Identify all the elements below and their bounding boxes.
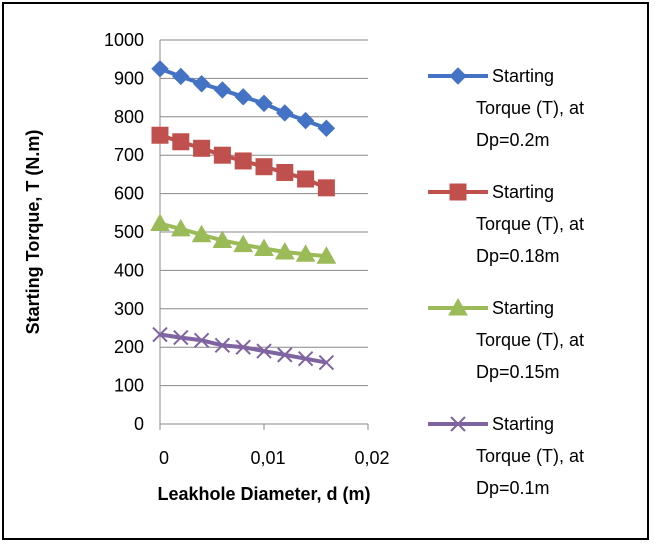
data-point bbox=[234, 88, 252, 106]
x-tick-label: 0,01 bbox=[250, 448, 285, 468]
x-axis-title: Leakhole Diameter, d (m) bbox=[157, 484, 370, 504]
x-marker-stroke bbox=[256, 343, 272, 359]
series-group bbox=[150, 60, 337, 371]
data-point bbox=[150, 213, 170, 232]
legend-label: Starting bbox=[492, 298, 554, 318]
data-point bbox=[233, 234, 254, 253]
legend-entry-3: Starting Torque (T), at Dp=0.15m bbox=[428, 297, 584, 382]
y-tick-label: 900 bbox=[114, 68, 144, 88]
y-tick-label: 700 bbox=[114, 145, 144, 165]
data-point bbox=[193, 139, 211, 157]
data-point bbox=[254, 238, 274, 257]
y-tick-label: 600 bbox=[114, 184, 144, 204]
x-tick-labels: 0 0,01 0,02 bbox=[159, 448, 390, 468]
data-point bbox=[191, 224, 212, 243]
y-tick-labels: 0 100 200 300 400 500 600 700 800 900 1000 bbox=[104, 30, 144, 434]
legend-label: Dp=0.1m bbox=[476, 478, 550, 498]
x-marker-stroke bbox=[297, 351, 314, 367]
series-2 bbox=[151, 126, 335, 197]
y-tick-label: 200 bbox=[114, 337, 144, 357]
data-point bbox=[317, 179, 335, 197]
data-point bbox=[274, 241, 295, 260]
series-1 bbox=[151, 60, 336, 138]
x-marker-stroke bbox=[214, 337, 231, 353]
legend-label: Dp=0.2m bbox=[476, 130, 550, 150]
data-point bbox=[255, 94, 273, 113]
data-point bbox=[255, 158, 273, 176]
y-tick-label: 400 bbox=[114, 260, 144, 280]
legend-entry-4: Starting Torque (T), at Dp=0.1m bbox=[428, 414, 584, 498]
x-marker-stroke bbox=[173, 329, 189, 346]
data-point bbox=[276, 104, 294, 122]
data-point bbox=[170, 218, 191, 237]
legend-label: Dp=0.15m bbox=[476, 362, 560, 382]
data-point bbox=[296, 111, 315, 130]
data-point bbox=[213, 81, 232, 99]
legend-marker bbox=[449, 67, 467, 85]
x-tick-label: 0,02 bbox=[354, 448, 389, 468]
data-point bbox=[316, 246, 337, 264]
data-point bbox=[234, 152, 252, 170]
legend-label: Dp=0.18m bbox=[476, 246, 560, 266]
data-point bbox=[213, 146, 231, 164]
data-point bbox=[235, 339, 251, 355]
data-point bbox=[297, 351, 314, 367]
data-point bbox=[212, 230, 233, 248]
x-tick-label: 0 bbox=[159, 448, 169, 468]
chart-frame bbox=[2, 2, 649, 540]
data-point bbox=[192, 75, 211, 93]
y-tick-label: 300 bbox=[114, 299, 144, 319]
data-point bbox=[295, 244, 316, 262]
series-4 bbox=[152, 326, 335, 371]
axes bbox=[159, 40, 369, 430]
data-point bbox=[193, 332, 210, 348]
legend-label: Starting bbox=[492, 66, 554, 86]
y-tick-label: 1000 bbox=[104, 30, 144, 50]
legend-marker bbox=[448, 297, 468, 316]
x-marker-stroke bbox=[318, 354, 335, 371]
x-marker-stroke bbox=[450, 416, 466, 432]
legend-label: Starting bbox=[492, 182, 554, 202]
y-tick-label: 500 bbox=[114, 222, 144, 242]
data-point bbox=[318, 354, 335, 371]
x-marker-stroke bbox=[235, 339, 251, 355]
data-point bbox=[151, 126, 169, 144]
x-marker-stroke bbox=[193, 332, 210, 348]
data-point bbox=[214, 337, 231, 353]
series-3 bbox=[150, 213, 337, 264]
data-point bbox=[172, 133, 190, 151]
data-point bbox=[173, 329, 189, 346]
legend-label: Torque (T), at bbox=[476, 98, 584, 118]
x-marker-stroke bbox=[152, 326, 168, 343]
data-point bbox=[317, 119, 336, 138]
x-marker-stroke bbox=[277, 347, 293, 363]
legend-label: Torque (T), at bbox=[476, 214, 584, 234]
legend-label: Starting bbox=[492, 414, 554, 434]
legend-entry-2: Starting Torque (T), at Dp=0.18m bbox=[428, 182, 584, 266]
legend-marker bbox=[449, 183, 467, 201]
data-point bbox=[256, 343, 272, 359]
legend-label: Torque (T), at bbox=[476, 446, 584, 466]
data-point bbox=[297, 170, 315, 188]
gridlines bbox=[160, 39, 368, 387]
legend-label: Torque (T), at bbox=[476, 330, 584, 350]
data-point bbox=[276, 163, 294, 181]
y-tick-label: 100 bbox=[114, 376, 144, 396]
y-tick-label: 800 bbox=[114, 107, 144, 127]
legend: Starting Torque (T), at Dp=0.2m Starting Tor… bbox=[428, 66, 584, 498]
legend-entry-1: Starting Torque (T), at Dp=0.2m bbox=[428, 66, 584, 150]
y-axis-title: Starting Torque, T (N.m) bbox=[23, 130, 43, 335]
y-tick-label: 0 bbox=[134, 414, 144, 434]
legend-marker bbox=[450, 416, 466, 432]
data-point bbox=[277, 347, 293, 363]
data-point bbox=[151, 60, 169, 78]
data-point bbox=[152, 326, 168, 343]
data-point bbox=[172, 67, 190, 86]
